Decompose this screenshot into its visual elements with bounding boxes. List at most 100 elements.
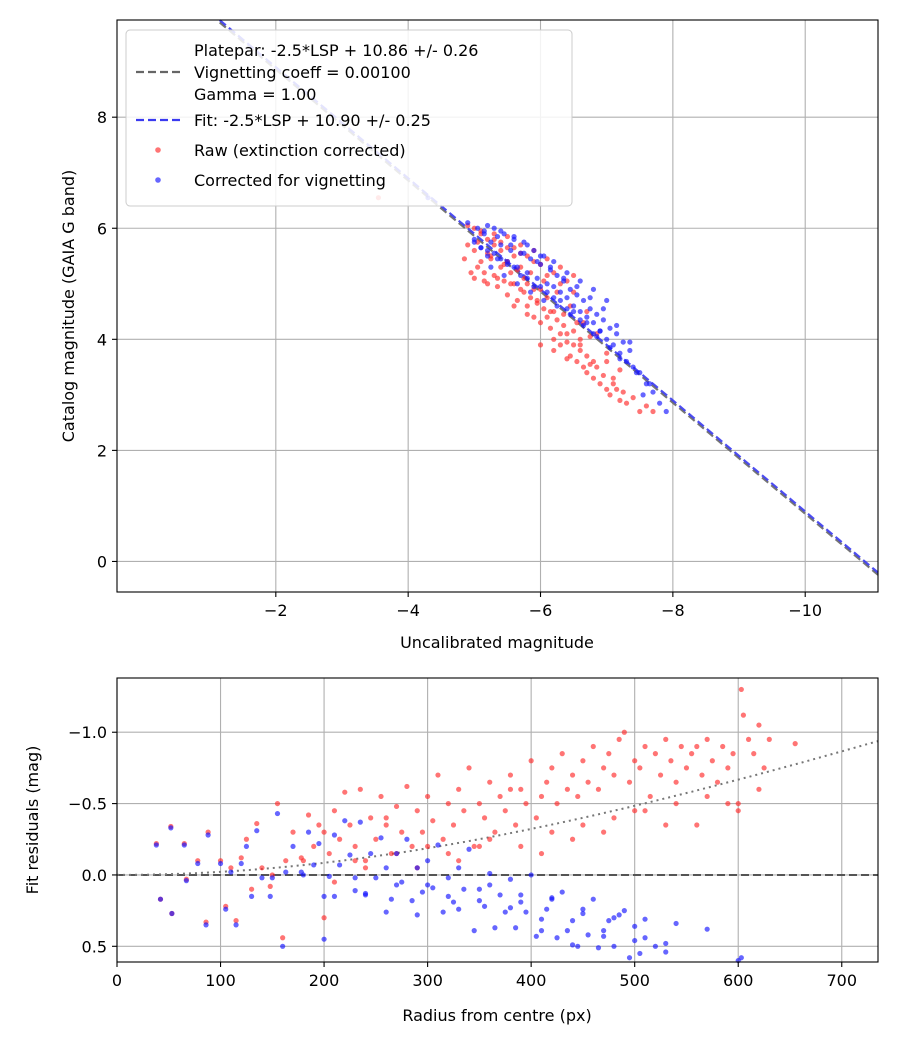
data-point xyxy=(456,786,462,792)
data-point xyxy=(561,322,567,329)
data-point xyxy=(471,239,477,245)
data-point xyxy=(620,389,626,395)
data-point xyxy=(559,751,565,757)
data-point xyxy=(616,912,622,918)
data-point xyxy=(683,765,690,771)
data-point xyxy=(607,392,613,398)
data-point xyxy=(580,758,586,764)
data-point xyxy=(704,793,710,800)
x-tick-label: 700 xyxy=(826,971,857,990)
data-point xyxy=(269,875,275,881)
data-point xyxy=(524,311,530,317)
data-point xyxy=(740,712,747,718)
data-point xyxy=(584,353,590,359)
data-point xyxy=(577,336,583,342)
data-point xyxy=(492,829,498,835)
data-point xyxy=(735,800,741,807)
data-point xyxy=(316,822,322,828)
data-point xyxy=(465,242,471,248)
data-point xyxy=(738,686,744,693)
x-tick-label: 400 xyxy=(516,971,547,990)
data-point xyxy=(524,303,530,309)
y-tick-label: 0.0 xyxy=(82,866,107,885)
data-point xyxy=(435,772,441,778)
data-point xyxy=(590,320,597,326)
data-point xyxy=(577,342,583,348)
data-point xyxy=(594,364,600,370)
data-point xyxy=(584,314,590,320)
data-point xyxy=(501,272,507,279)
data-point xyxy=(352,858,358,864)
data-point xyxy=(476,898,482,904)
data-point xyxy=(544,906,550,912)
data-point xyxy=(538,928,545,934)
data-point xyxy=(627,347,633,354)
data-point xyxy=(326,850,332,857)
data-point xyxy=(223,906,229,912)
legend-marker-swatch xyxy=(155,147,161,153)
data-point xyxy=(547,325,554,331)
data-point xyxy=(445,875,451,881)
data-point xyxy=(597,328,603,334)
legend-entry-label: Corrected for vignetting xyxy=(194,171,386,190)
data-point xyxy=(663,736,669,742)
y-tick-label: −0.5 xyxy=(68,795,107,814)
data-point xyxy=(316,840,322,847)
data-point xyxy=(601,765,607,771)
data-point xyxy=(600,372,606,379)
data-point xyxy=(203,922,209,928)
data-point xyxy=(521,250,527,256)
x-tick-label: −4 xyxy=(396,601,420,620)
data-point xyxy=(531,247,537,254)
data-point xyxy=(425,858,431,864)
data-point xyxy=(632,923,638,929)
data-point xyxy=(518,272,524,279)
data-point xyxy=(254,820,260,827)
data-point xyxy=(484,247,491,254)
x-tick-label: −8 xyxy=(661,601,685,620)
data-point xyxy=(274,810,281,817)
legend-entry-label: Platepar: -2.5*LSP + 10.86 +/- 0.26 xyxy=(194,41,478,60)
data-point xyxy=(531,314,537,320)
data-point xyxy=(425,793,431,800)
data-point xyxy=(475,264,481,270)
data-point xyxy=(357,786,363,792)
x-tick-label: 500 xyxy=(619,971,650,990)
data-point xyxy=(577,278,583,284)
data-point xyxy=(604,336,610,342)
data-point xyxy=(481,270,487,276)
data-point xyxy=(652,751,658,757)
data-point xyxy=(544,272,550,279)
magnitude-x-label: Uncalibrated magnitude xyxy=(400,633,594,652)
legend-marker-swatch xyxy=(155,177,161,183)
data-point xyxy=(523,909,529,915)
residuals-reference-lines xyxy=(117,740,879,876)
data-point xyxy=(554,303,560,309)
data-point xyxy=(456,858,462,864)
data-point xyxy=(481,903,488,909)
data-point xyxy=(238,860,244,867)
data-point xyxy=(504,261,511,267)
data-point xyxy=(567,311,573,317)
data-point xyxy=(254,828,260,834)
data-point xyxy=(153,842,159,848)
data-point xyxy=(626,779,633,785)
legend-entry-label: Gamma = 1.00 xyxy=(194,85,316,104)
data-point xyxy=(494,275,501,281)
data-point xyxy=(614,331,620,337)
data-point xyxy=(501,278,507,284)
data-point xyxy=(725,765,731,771)
data-point xyxy=(238,855,244,861)
data-point xyxy=(267,883,273,889)
x-tick-label: 600 xyxy=(723,971,754,990)
data-point xyxy=(657,772,664,778)
data-point xyxy=(554,800,560,807)
data-point xyxy=(409,843,415,850)
data-point xyxy=(498,228,504,234)
data-point xyxy=(585,779,591,785)
data-point xyxy=(342,789,348,795)
data-point xyxy=(642,808,648,814)
data-point xyxy=(559,889,565,895)
data-point xyxy=(564,331,570,337)
